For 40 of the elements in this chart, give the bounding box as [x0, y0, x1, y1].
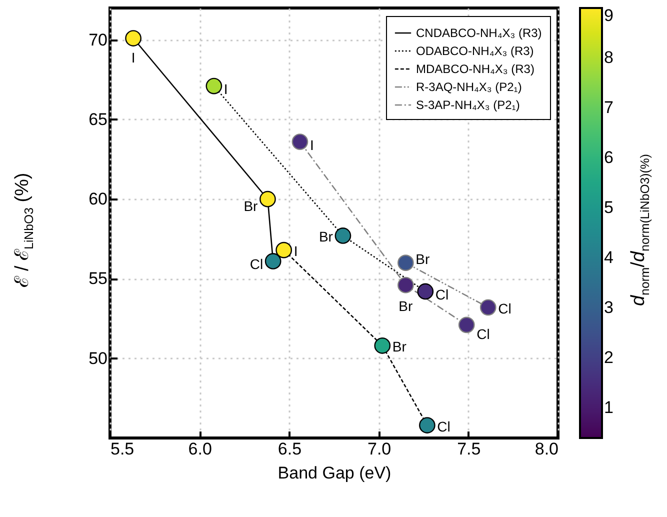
x-tick-label: 6.5: [278, 440, 302, 458]
annotation: Cl: [476, 326, 490, 342]
annotation: I: [294, 243, 298, 260]
color-bar-label: 2: [604, 348, 614, 367]
legend-label: CNDABCO-NH₄X₃ (R3): [416, 26, 542, 40]
annotation: Br: [318, 228, 334, 245]
annotation: Cl: [250, 256, 264, 272]
y-tick-label: 65: [88, 110, 108, 129]
y-tick-label: 70: [88, 30, 108, 50]
color-bar-label: 1: [604, 398, 614, 417]
annotation: Br: [244, 198, 258, 214]
y-tick-label: 60: [88, 190, 108, 209]
x-tick-label: 5.5: [110, 440, 134, 458]
legend-label: MDABCO-NH₄X₃ (R3): [416, 62, 534, 76]
color-bar-label: 3: [604, 298, 614, 317]
color-bar-label: 9: [604, 6, 614, 25]
color-bar-label: 5: [604, 198, 614, 217]
legend-label: S-3AP-NH₄X₃ (P2₁): [416, 98, 520, 112]
legend-label: ODABCO-NH₄X₃ (R3): [416, 44, 534, 58]
annotation: I: [310, 136, 314, 153]
annotation: Cl: [437, 418, 450, 434]
annotation: Br: [416, 250, 430, 267]
x-tick-label: 8.0: [534, 440, 558, 458]
annotation: I: [224, 81, 228, 98]
color-bar-label: 7: [604, 98, 614, 117]
annotation: Cl: [435, 286, 449, 302]
annotation: Cl: [498, 300, 512, 316]
x-tick-label: 7.0: [367, 440, 392, 458]
color-bar-label: 6: [604, 148, 614, 167]
color-bar-label: 8: [604, 48, 614, 67]
legend-label: R-3AQ-NH₄X₃ (P2₁): [416, 80, 522, 94]
x-axis-title: Band Gap (eV): [278, 464, 392, 482]
y-tick-label: 55: [88, 269, 108, 288]
annotation: I: [131, 49, 136, 66]
y-tick-label: 50: [88, 348, 108, 368]
x-tick-label: 7.5: [457, 440, 481, 458]
annotation: Br: [392, 338, 407, 355]
annotation: Br: [398, 298, 414, 314]
color-bar-label: 4: [604, 248, 614, 267]
x-tick-label: 6.0: [188, 440, 212, 458]
